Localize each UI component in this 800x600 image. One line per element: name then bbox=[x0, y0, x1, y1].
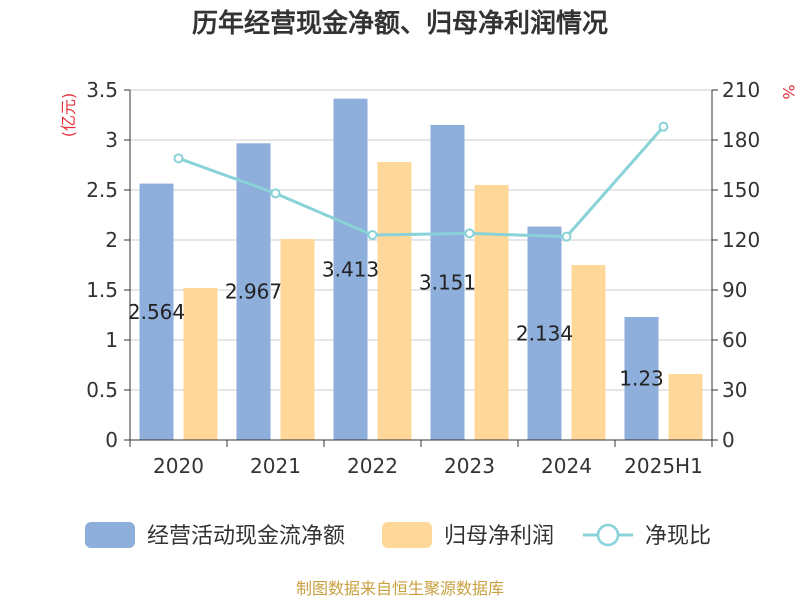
legend-swatch-net-profit bbox=[382, 522, 432, 548]
line-net-cash-ratio bbox=[177, 125, 665, 239]
bar-cashflow bbox=[236, 143, 271, 441]
x-tick-label: 2020 bbox=[153, 454, 204, 478]
data-label-cashflow: 1.23 bbox=[619, 367, 664, 391]
right-tick-label: 60 bbox=[722, 328, 747, 352]
bars bbox=[139, 98, 703, 441]
data-label-cashflow: 3.413 bbox=[322, 257, 379, 281]
data-label-cashflow: 3.151 bbox=[419, 270, 476, 294]
legend-swatch-cashflow bbox=[85, 522, 135, 548]
left-tick-label: 0.5 bbox=[86, 378, 118, 402]
x-tick-label: 2021 bbox=[250, 454, 301, 478]
bar-cashflow bbox=[333, 98, 368, 440]
right-tick-label: 0 bbox=[722, 428, 735, 452]
bar-cashflow bbox=[139, 183, 174, 440]
bar-net-profit bbox=[571, 265, 606, 440]
legend-label-net-profit: 归母净利润 bbox=[444, 524, 554, 549]
line-point bbox=[173, 153, 184, 164]
left-tick-label: 1.5 bbox=[86, 278, 118, 302]
left-tick-label: 0 bbox=[105, 428, 118, 452]
bar-net-profit bbox=[280, 239, 315, 440]
left-axis-unit: (亿元) bbox=[59, 93, 78, 138]
line-point bbox=[270, 188, 281, 199]
left-tick-label: 3.5 bbox=[86, 78, 118, 102]
right-tick-label: 180 bbox=[722, 128, 760, 152]
data-label-cashflow: 2.564 bbox=[128, 300, 185, 324]
source-note: 制图数据来自恒生聚源数据库 bbox=[296, 579, 504, 598]
data-label-cashflow: 2.134 bbox=[516, 321, 573, 345]
legend-swatch-marker bbox=[596, 523, 620, 547]
chart-title: 历年经营现金净额、归母净利润情况 bbox=[192, 8, 608, 39]
x-tick-label: 2023 bbox=[444, 454, 495, 478]
left-tick-label: 2 bbox=[105, 228, 118, 252]
line-point bbox=[464, 228, 475, 239]
x-tick-label: 2024 bbox=[541, 454, 592, 478]
x-tick-label: 2022 bbox=[347, 454, 398, 478]
legend-label-net-cash-ratio: 净现比 bbox=[645, 524, 711, 549]
line-series bbox=[173, 121, 669, 242]
grid bbox=[130, 89, 712, 391]
left-tick-label: 3 bbox=[105, 128, 118, 152]
data-label-cashflow: 2.967 bbox=[225, 280, 282, 304]
bar-cashflow bbox=[624, 317, 659, 440]
right-tick-label: 150 bbox=[722, 178, 760, 202]
right-axis-unit: % bbox=[779, 84, 798, 99]
line-point bbox=[561, 231, 572, 242]
data-labels: 2.564 2.967 3.413 3.151 2.134 1.23 bbox=[128, 257, 664, 390]
bar-net-profit bbox=[183, 288, 218, 440]
x-tick-label: 2025H1 bbox=[624, 454, 703, 478]
bar-cashflow bbox=[430, 124, 465, 441]
right-tick-label: 120 bbox=[722, 228, 760, 252]
bar-net-profit bbox=[377, 162, 412, 440]
line-point bbox=[367, 230, 378, 240]
left-tick-label: 2.5 bbox=[86, 178, 118, 202]
bar-net-profit bbox=[474, 185, 509, 440]
right-tick-label: 210 bbox=[722, 78, 760, 102]
bar-cashflow bbox=[527, 226, 562, 440]
right-tick-label: 90 bbox=[722, 278, 747, 302]
legend: 经营活动现金流净额 归母净利润 净现比 bbox=[85, 522, 711, 549]
left-tick-label: 1 bbox=[105, 328, 118, 352]
legend-label-cashflow: 经营活动现金流净额 bbox=[147, 524, 345, 549]
bar-net-profit bbox=[668, 374, 703, 440]
axes: 0 0.5 1 1.5 2 2.5 3 3.5 0 30 60 90 120 150 180 210 (亿元)%… bbox=[59, 78, 798, 478]
right-tick-label: 30 bbox=[722, 378, 747, 402]
line-point bbox=[658, 121, 669, 132]
